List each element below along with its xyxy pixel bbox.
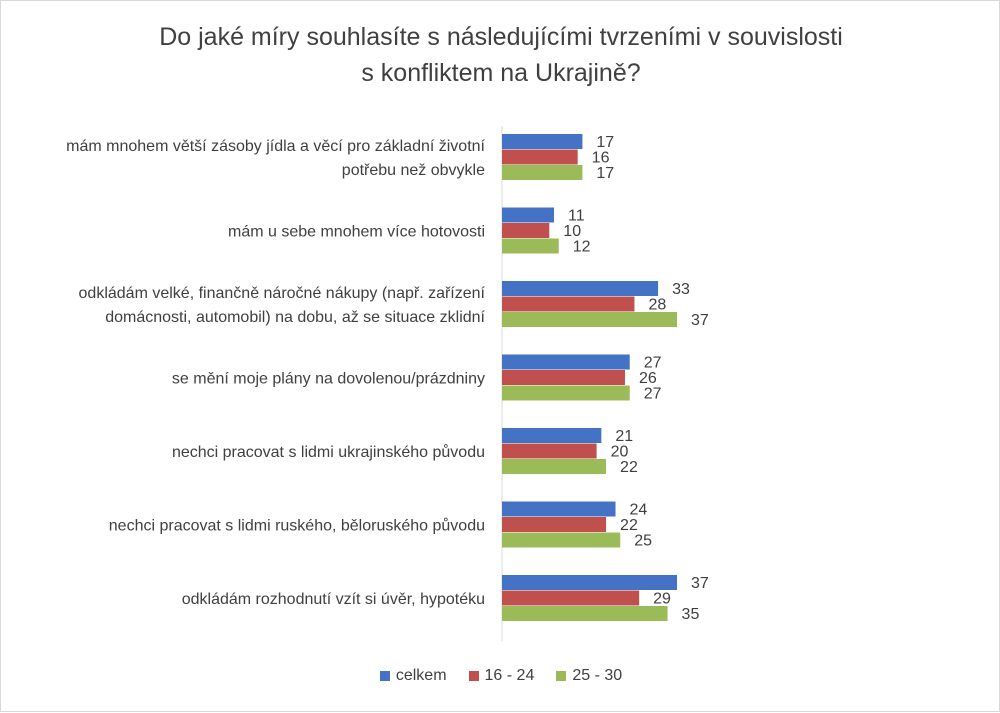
category-label: odkládám rozhodnutí vzít si úvěr, hypoté… <box>182 591 485 608</box>
category-label: mám u sebe mnohem více hotovosti <box>228 224 485 241</box>
chart-title-line-1: Do jaké míry souhlasíte s následujícími … <box>159 23 843 51</box>
data-label: 22 <box>620 459 638 476</box>
chart-legend: celkem 16 - 24 25 - 30 <box>1 667 1000 685</box>
data-label: 27 <box>644 386 662 403</box>
legend-item: 16 - 24 <box>468 667 535 685</box>
data-label: 35 <box>682 606 700 623</box>
category-label: odkládám velké, finančně náročné nákupy … <box>79 285 486 302</box>
bar-16-24 <box>502 223 550 238</box>
legend-swatch <box>379 671 390 681</box>
category-label: mám mnohem větší zásoby jídla a věcí pro… <box>66 138 485 155</box>
bar-celkem <box>502 501 616 517</box>
category-label: nechci pracovat s lidmi ruského, bělorus… <box>109 517 485 535</box>
data-label: 29 <box>653 591 671 608</box>
data-label: 21 <box>615 428 633 445</box>
bar-16-24 <box>502 590 640 606</box>
chart-title-line-2: s konfliktem na Ukrajině? <box>361 59 641 87</box>
bar-16-24 <box>502 517 607 532</box>
legend-label: 16 - 24 <box>484 667 535 684</box>
bar-25-30 <box>502 532 621 548</box>
category-label: domácnosti, automobil) na dobu, až se si… <box>105 309 485 326</box>
data-label: 17 <box>596 165 614 182</box>
legend-label: 25 - 30 <box>572 667 623 684</box>
data-label: 37 <box>691 575 709 592</box>
bar-16-24 <box>502 296 635 312</box>
legend-label: celkem <box>395 667 447 684</box>
bar-16-24 <box>502 370 625 385</box>
data-label: 22 <box>620 517 638 534</box>
category-label: se mění moje plány na dovolenou/prázdnin… <box>172 371 485 388</box>
data-label: 12 <box>573 239 591 256</box>
bar-celkem <box>502 134 583 149</box>
bar-16-24 <box>502 443 597 459</box>
bar-25-30 <box>502 459 607 474</box>
bar-25-30 <box>502 165 583 180</box>
legend-item: 25 - 30 <box>556 667 622 685</box>
data-label: 20 <box>611 444 629 461</box>
bar-25-30 <box>502 385 630 401</box>
bar-celkem <box>502 575 678 590</box>
bar-25-30 <box>502 238 559 254</box>
bar-25-30 <box>502 606 668 621</box>
bar-16-24 <box>502 149 578 165</box>
category-label: nechci pracovat s lidmi ukrajinského pův… <box>172 443 485 461</box>
data-label: 17 <box>596 134 614 151</box>
data-label: 11 <box>568 208 585 225</box>
data-label: 27 <box>644 355 662 372</box>
bar-celkem <box>502 281 659 296</box>
bar-celkem <box>502 354 630 370</box>
data-label: 16 <box>592 150 610 167</box>
legend-swatch <box>556 671 567 681</box>
data-label: 25 <box>634 533 652 550</box>
data-label: 10 <box>563 223 581 240</box>
legend-swatch <box>468 671 479 681</box>
data-label: 26 <box>639 370 657 387</box>
bar-celkem <box>502 428 602 443</box>
category-label: potřebu než obvykle <box>342 162 485 179</box>
data-label: 24 <box>630 502 648 519</box>
data-label: 28 <box>648 297 666 314</box>
bar-celkem <box>502 207 555 223</box>
bar-25-30 <box>502 312 678 327</box>
data-label: 33 <box>672 281 690 298</box>
data-label: 37 <box>691 312 709 329</box>
chart-title: Do jaké míry souhlasíte s následujícími … <box>101 19 901 91</box>
legend-item: celkem <box>379 667 447 685</box>
